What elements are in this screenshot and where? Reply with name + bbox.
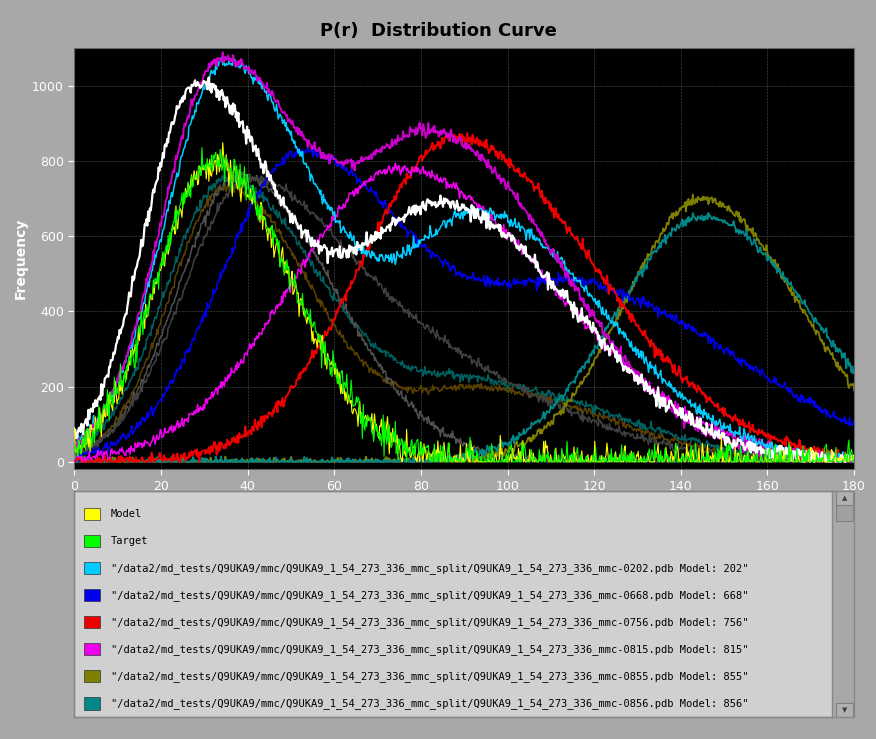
Text: "/data2/md_tests/Q9UKA9/mmc/Q9UKA9_1_54_273_336_mmc_split/Q9UKA9_1_54_273_336_mm: "/data2/md_tests/Q9UKA9/mmc/Q9UKA9_1_54_… <box>111 590 748 601</box>
Bar <box>836 505 853 521</box>
Bar <box>83 643 100 655</box>
Text: ▼: ▼ <box>842 707 847 713</box>
X-axis label: Distance (Angstrom): Distance (Angstrom) <box>384 497 545 511</box>
Bar <box>83 562 100 574</box>
Text: "/data2/md_tests/Q9UKA9/mmc/Q9UKA9_1_54_273_336_mmc_split/Q9UKA9_1_54_273_336_mm: "/data2/md_tests/Q9UKA9/mmc/Q9UKA9_1_54_… <box>111 644 748 655</box>
Bar <box>836 491 853 505</box>
Bar <box>83 589 100 602</box>
Text: P(r)  Distribution Curve: P(r) Distribution Curve <box>320 22 556 40</box>
Text: "/data2/md_tests/Q9UKA9/mmc/Q9UKA9_1_54_273_336_mmc_split/Q9UKA9_1_54_273_336_mm: "/data2/md_tests/Q9UKA9/mmc/Q9UKA9_1_54_… <box>111 617 748 627</box>
Text: "/data2/md_tests/Q9UKA9/mmc/Q9UKA9_1_54_273_336_mmc_split/Q9UKA9_1_54_273_336_mm: "/data2/md_tests/Q9UKA9/mmc/Q9UKA9_1_54_… <box>111 562 748 573</box>
Text: "/data2/md_tests/Q9UKA9/mmc/Q9UKA9_1_54_273_336_mmc_split/Q9UKA9_1_54_273_336_mm: "/data2/md_tests/Q9UKA9/mmc/Q9UKA9_1_54_… <box>111 698 748 709</box>
Bar <box>83 616 100 628</box>
Text: Model: Model <box>111 509 142 519</box>
Bar <box>83 670 100 682</box>
Bar <box>836 704 853 717</box>
Y-axis label: Frequency: Frequency <box>14 218 28 299</box>
Bar <box>83 697 100 709</box>
Bar <box>83 535 100 547</box>
Text: Target: Target <box>111 536 148 546</box>
Bar <box>83 508 100 520</box>
Text: "/data2/md_tests/Q9UKA9/mmc/Q9UKA9_1_54_273_336_mmc_split/Q9UKA9_1_54_273_336_mm: "/data2/md_tests/Q9UKA9/mmc/Q9UKA9_1_54_… <box>111 671 748 681</box>
Text: ▲: ▲ <box>842 495 847 501</box>
